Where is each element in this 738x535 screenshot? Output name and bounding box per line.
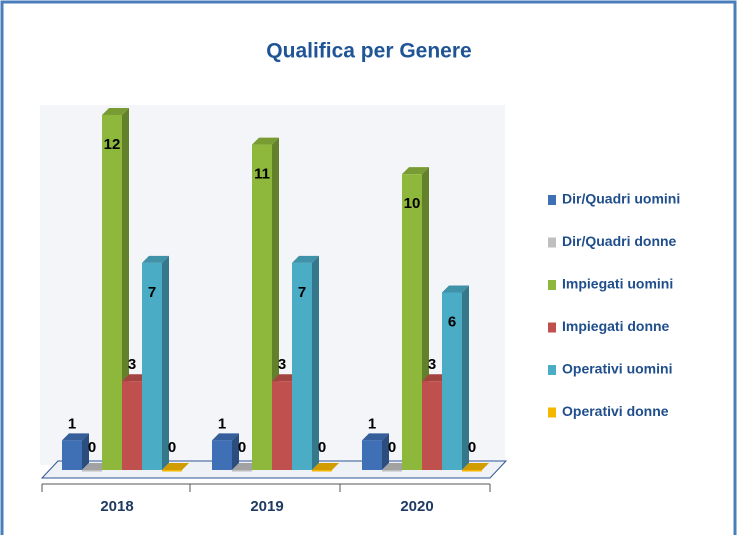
bar-side [462,285,469,470]
bar [382,470,402,472]
legend-swatch [548,322,556,333]
bar [212,440,232,470]
bar-top [212,433,239,441]
legend-swatch [548,195,556,205]
bar [142,262,162,470]
data-label: 6 [448,313,456,330]
chart-title: Qualifica per Genere [266,40,471,63]
legend-label: Operativi donne [562,403,669,419]
data-label: 0 [388,439,396,456]
data-label: 3 [278,356,286,373]
bar [82,470,102,472]
bar-top [292,255,319,263]
bar-top [252,137,279,145]
bar-top [402,167,429,175]
data-label: 1 [218,415,226,432]
data-label: 0 [88,439,96,456]
data-label: 11 [254,166,270,183]
bar [252,144,272,471]
data-label: 3 [428,356,436,373]
data-label: 1 [368,415,376,432]
legend-swatch [548,407,556,418]
data-label: 12 [104,136,121,153]
data-label: 10 [404,195,421,212]
bar [122,381,142,470]
bar-top [462,463,489,470]
bar [162,470,182,472]
x-tick-label: 2019 [250,498,283,515]
bar-side [82,433,89,470]
bar [362,440,382,470]
bar [312,470,332,472]
legend-swatch [548,237,556,248]
bar-top [312,463,339,470]
bar [292,262,312,470]
bar-side [232,433,239,470]
bar-side [312,255,319,470]
bar-top [442,285,469,293]
data-label: 0 [318,439,326,456]
legend-label: Dir/Quadri donne [562,233,677,249]
bar [232,470,252,472]
bar-side [382,433,389,470]
legend-swatch [548,365,556,375]
x-tick-label: 2020 [400,498,433,515]
legend-label: Impiegati uomini [562,276,673,292]
legend-label: Operativi uomini [562,361,672,377]
bar [462,470,482,472]
legend-label: Dir/Quadri uomini [562,191,680,207]
bar-top [62,433,89,441]
bar [422,381,442,470]
bar [272,381,292,470]
bar [62,440,82,470]
data-label: 0 [468,439,476,456]
data-label: 0 [168,439,176,456]
bar [402,174,422,470]
legend-label: Impiegati donne [562,318,670,334]
bar-top [142,255,169,263]
data-label: 0 [238,439,246,456]
x-tick-label: 2018 [100,498,133,515]
bar-top [362,433,389,441]
bar-side [162,255,169,470]
bar [442,292,462,470]
bar-top [102,108,129,115]
bar-top [162,463,189,470]
bar [102,115,122,470]
legend-swatch [548,280,556,290]
data-label: 7 [148,284,156,301]
data-label: 3 [128,356,136,373]
data-label: 7 [298,284,306,301]
data-label: 1 [68,415,76,432]
